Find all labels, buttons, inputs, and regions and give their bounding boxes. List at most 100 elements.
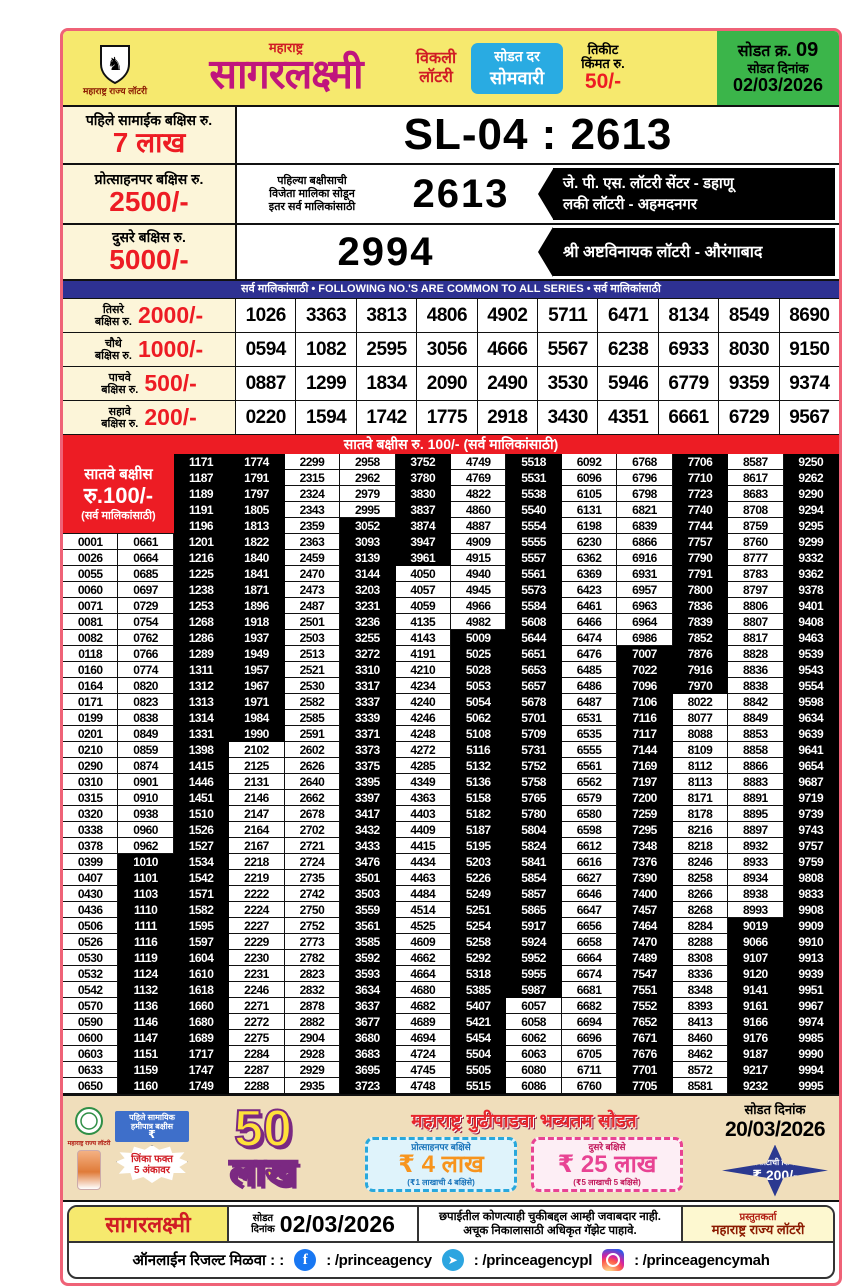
result-number: 4822 xyxy=(450,486,507,502)
next-draw-banner: महाराष्ट्र राज्य लॉटरी पहिले सामायिक हमी… xyxy=(63,1096,839,1202)
banner-heading: महाराष्ट्र गुढीपाडवा भव्यतम सोडत xyxy=(411,1110,637,1132)
winning-number-cell: 9150 xyxy=(789,338,830,360)
result-number: 1797 xyxy=(229,486,285,502)
result-number: 8460 xyxy=(672,1030,729,1046)
result-number: 0320 xyxy=(63,806,119,822)
result-number: 8883 xyxy=(728,774,784,790)
result-number: 8587 xyxy=(728,454,784,470)
result-number: 9759 xyxy=(783,854,839,870)
prize-tier-label: तिसरे बक्षिस रु. 2000/- xyxy=(63,299,236,332)
result-number: 1415 xyxy=(173,758,230,774)
result-number: 6080 xyxy=(506,1062,562,1078)
result-number: 7852 xyxy=(672,630,729,646)
result-number: 3272 xyxy=(340,646,396,662)
prize-tier-amount: 200/- xyxy=(144,404,197,430)
result-number: 0201 xyxy=(63,726,119,742)
result-number: 3677 xyxy=(340,1014,396,1030)
result-number: 0874 xyxy=(118,758,174,774)
result-number: 6705 xyxy=(561,1046,618,1062)
winning-number-cell: 6729 xyxy=(719,401,780,434)
result-number: 7106 xyxy=(617,694,673,710)
result-number: 5644 xyxy=(506,630,562,646)
result-number: 0685 xyxy=(118,566,174,582)
result-number: 2721 xyxy=(284,838,341,854)
result-number: 1534 xyxy=(173,854,230,870)
result-number: 6535 xyxy=(561,726,618,742)
result-number: 9641 xyxy=(783,742,839,758)
result-number: 1189 xyxy=(173,486,230,502)
result-number: 6957 xyxy=(617,582,673,598)
instagram-handle[interactable]: : /princeagencymah xyxy=(634,1251,770,1269)
result-number: 2487 xyxy=(284,598,341,614)
result-number: 5407 xyxy=(450,998,507,1014)
result-number: 9913 xyxy=(783,950,839,966)
result-number: 9634 xyxy=(783,710,839,726)
winning-number-cell: 4351 xyxy=(598,401,659,434)
result-number: 8288 xyxy=(672,934,729,950)
result-number: 5987 xyxy=(506,982,562,998)
winning-number-cell: 8134 xyxy=(659,299,720,332)
winning-number-cell: 4806 xyxy=(417,299,478,332)
result-number: 4285 xyxy=(395,758,451,774)
result-number: 3874 xyxy=(395,518,451,534)
result-number: 9107 xyxy=(728,950,784,966)
second-prize-winning-number: 2994 xyxy=(337,229,435,274)
result-number: 4745 xyxy=(395,1062,451,1078)
draw-info-badge: सोडत क्र. 09 सोडत दिनांक 02/03/2026 xyxy=(717,31,839,105)
result-number: 4514 xyxy=(395,902,451,918)
result-number: 2147 xyxy=(229,806,285,822)
result-number: 1136 xyxy=(118,998,174,1014)
winning-number-cell: 5946 xyxy=(598,367,659,400)
result-number: 6561 xyxy=(561,758,618,774)
result-number: 1101 xyxy=(118,870,174,886)
result-number: 4694 xyxy=(395,1030,451,1046)
result-number: 1238 xyxy=(173,582,230,598)
result-number: 0542 xyxy=(63,982,119,998)
result-number: 6461 xyxy=(561,598,618,614)
first-prize-amount: 7 लाख xyxy=(112,127,186,158)
result-number: 1146 xyxy=(118,1014,174,1030)
telegram-handle[interactable]: : /princeagencypl xyxy=(473,1251,593,1269)
result-number: 1805 xyxy=(229,502,285,518)
winning-number-cell: 6779 xyxy=(659,367,720,400)
result-number: 5182 xyxy=(450,806,507,822)
result-number: 5292 xyxy=(450,950,507,966)
result-number: 3337 xyxy=(340,694,396,710)
result-number: 5187 xyxy=(450,822,507,838)
result-number: 1216 xyxy=(173,550,230,566)
result-number: 0962 xyxy=(118,838,174,854)
prize-tier-row: चौथे बक्षिस रु. 1000/- 0594 1082 2595 3056 4666… xyxy=(63,333,839,367)
winning-number-cell: 8030 xyxy=(719,333,780,366)
result-number: 7144 xyxy=(617,742,673,758)
seventh-prize-number-grid: सातवे बक्षीस रु.100/- (सर्व मालिकांसाठी) 00… xyxy=(63,454,839,1096)
result-number: 3231 xyxy=(340,598,396,614)
lottery-result-sheet: ♞ महाराष्ट्र राज्य लॉटरी महाराष्ट्र सागर… xyxy=(60,28,842,1286)
result-number: 8938 xyxy=(728,886,784,902)
result-number: 4915 xyxy=(450,550,507,566)
result-number: 7096 xyxy=(617,678,673,694)
result-number: 0729 xyxy=(118,598,174,614)
consolation-note: पहिल्या बक्षीसाची विजेता मालिका सोडून इत… xyxy=(268,174,356,213)
result-number: 1225 xyxy=(173,566,230,582)
result-number: 3139 xyxy=(340,550,396,566)
result-number: 5009 xyxy=(450,630,507,646)
result-number: 2530 xyxy=(284,678,341,694)
result-number: 3961 xyxy=(395,550,451,566)
result-number: 8759 xyxy=(728,518,784,534)
result-number: 6369 xyxy=(561,566,618,582)
result-number: 7744 xyxy=(672,518,729,534)
result-number: 2246 xyxy=(229,982,285,998)
result-number: 7791 xyxy=(672,566,729,582)
next-draw-date: 20/03/2026 xyxy=(724,1117,826,1141)
result-number: 0378 xyxy=(63,838,119,854)
emblem-icon: ♞ xyxy=(100,45,130,85)
result-number: 6474 xyxy=(561,630,618,646)
winning-number-cell: 2090 xyxy=(417,367,478,400)
result-number: 3371 xyxy=(340,726,396,742)
result-number: 1398 xyxy=(173,742,230,758)
winning-number-cell: 1594 xyxy=(296,401,357,434)
result-number: 7007 xyxy=(617,646,673,662)
result-number: 0823 xyxy=(118,694,174,710)
second-prize-label: दुसरे बक्षिस रु. 5000/- xyxy=(63,225,237,279)
facebook-handle[interactable]: : /princeagency xyxy=(326,1251,432,1269)
